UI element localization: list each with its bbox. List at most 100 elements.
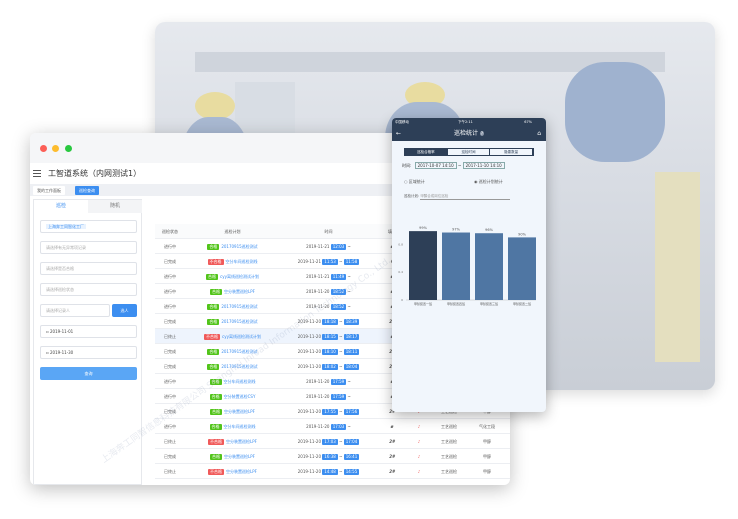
radio-plan[interactable]: ◉ 巡检计划统计 (474, 179, 503, 184)
table-row[interactable]: 进行中 合格 空分车间巡检测线 2019-11-20 17:03 ~ ø ♪ 工艺… (155, 419, 510, 434)
seg-hazards[interactable]: 隐患数量 (490, 149, 534, 155)
date-from-input[interactable]: ▫ 2019-11-01 (40, 325, 137, 338)
date-to-input[interactable]: ▫ 2019-11-30 (40, 346, 137, 359)
maximize-button[interactable] (65, 145, 72, 152)
type-cell: 工艺巡检 (441, 424, 457, 429)
plan-link[interactable]: 20170915巡检测试 (221, 244, 258, 249)
plan-cell[interactable]: 合格 空分装置巡检LPF (185, 404, 280, 419)
close-button[interactable] (40, 145, 47, 152)
plan-link[interactable]: 空分装置巡检CSY (223, 394, 256, 399)
status-select[interactable]: 请选择巡检状态 (40, 283, 137, 296)
status-cell: 进行中 (164, 394, 176, 399)
minimize-button[interactable] (52, 145, 59, 152)
plan-link[interactable]: 空分装置巡检LPF (224, 409, 255, 414)
plan-select[interactable]: 甲醇合成岗位巡检 (420, 194, 511, 200)
time-to-input[interactable]: 2017-11-10 14:10 (462, 162, 505, 169)
plan-link[interactable]: 空分装置巡检LPF (224, 289, 255, 294)
mobile-screen: 中国移动 下午2:11 67% ← 巡检统计 ? ⌂ 巡检合格率 巡检时间 隐患数量… (392, 118, 546, 412)
date: 2019-11-20 (297, 319, 321, 324)
plan-label: 巡检计划: (404, 194, 420, 198)
date: 2019-11-20 (306, 424, 330, 429)
status-cell: 已完成 (164, 319, 176, 324)
plan-cell[interactable]: 不合格 cyy离线巡检测试计划 (185, 329, 280, 344)
help-icon[interactable]: ? (479, 131, 485, 136)
edit-icon[interactable]: ♪ (417, 439, 421, 444)
qualified-select[interactable]: 请选择是否合格 (40, 262, 137, 275)
tab-random[interactable]: 随机 (88, 200, 142, 213)
menu-icon[interactable] (33, 170, 41, 177)
back-arrow-icon[interactable]: ← (396, 130, 402, 137)
status-cell: 已完成 (164, 349, 176, 354)
plan-cell[interactable]: 合格 20170915巡检测试 (185, 314, 280, 329)
plan-cell[interactable]: 合格 空分车间巡检测线 (185, 419, 280, 434)
plan-link[interactable]: cyy离线巡检测试计划 (222, 334, 261, 339)
edit-icon[interactable]: ♪ (417, 454, 421, 459)
table-row[interactable]: 已完成 合格 空分装置巡检LPF 2019-11-20 16:38 ~ 16:41… (155, 449, 510, 464)
time-from-input[interactable]: 2017-10-07 14:10 (414, 162, 457, 169)
table-row[interactable]: 已完成 合格 20170915巡检测试 2019-11-20 18:10 ~ 18… (155, 344, 510, 359)
plan-link[interactable]: 空分装置巡检LPF (224, 454, 255, 459)
start-time: 11:49 (330, 274, 347, 280)
plan-link[interactable]: 空分装置巡检LPF (226, 439, 257, 444)
fill-cell: # (377, 254, 407, 269)
select-person-button[interactable]: 选人 (112, 304, 137, 317)
start-time: 17:59 (330, 379, 347, 385)
tab-inspection[interactable]: 巡检 (34, 200, 88, 213)
date-from-value: 2019-11-01 (49, 329, 74, 334)
query-button[interactable]: 查询 (40, 367, 137, 380)
date: 2019-11-20 (306, 394, 330, 399)
plan-cell[interactable]: 合格 空分装置巡检LPF (185, 449, 280, 464)
bar (475, 233, 503, 300)
plan-cell[interactable]: 合格 20170915巡检测试 (185, 344, 280, 359)
plan-cell[interactable]: 合格 空分车间巡检测线 (185, 374, 280, 389)
category-label: 甲醇装置一班 (414, 301, 432, 306)
table-row[interactable]: 已终止 不合格 空分装置巡检LPF 2019-11-20 17:03 ~ 17:0… (155, 434, 510, 449)
plan-cell[interactable]: 合格 空分装置巡检LPF (185, 284, 280, 299)
seg-time[interactable]: 巡检时间 (448, 149, 491, 155)
start-time: 12:03 (330, 244, 347, 250)
plan-cell[interactable]: 合格 空分装置巡检CSY (185, 389, 280, 404)
end-time: 18:11 (343, 349, 360, 355)
factory-select[interactable]: 上海奔工同智化工厂 (40, 220, 137, 233)
edit-icon[interactable]: ♪ (417, 469, 421, 474)
seg-pass-rate[interactable]: 巡检合格率 (405, 149, 448, 155)
tab-inspection-query[interactable]: 巡检查询 (75, 186, 99, 195)
data-label: 96% (485, 228, 493, 232)
radio-area[interactable]: ○ 区域统计 (404, 179, 425, 184)
time-cell: 2019-11-20 17:59 ~ (306, 379, 351, 385)
bar (442, 232, 470, 300)
plan-cell[interactable]: 合格 cyy离线巡检测试计划 (185, 269, 280, 284)
plan-link[interactable]: 空分车间巡检测线 (225, 259, 258, 264)
recorder-input[interactable]: 请选择记录人 (40, 304, 110, 317)
plan-cell[interactable]: 不合格 空分装置巡检LPF (185, 434, 280, 449)
start-time: 18:15 (322, 334, 338, 340)
table-row[interactable]: 已完成 不合格 空分车间巡检测线 2019-11-21 11:53 ~ 11:58… (155, 254, 510, 269)
plan-link[interactable]: 空分车间巡检测线 (223, 424, 256, 429)
plan-link[interactable]: 空分车间巡检测线 (223, 379, 256, 384)
plan-link[interactable]: 20170915巡检测试 (221, 349, 258, 354)
plan-link[interactable]: 20170915巡检测试 (221, 364, 258, 369)
end-time: 17:04 (343, 439, 360, 445)
tab-workbench[interactable]: 我的工作面板 (33, 186, 65, 195)
plan-cell[interactable]: 合格 20170915巡检测试 (185, 359, 280, 374)
clock: 下午2:11 (458, 120, 473, 124)
table-row[interactable]: 已终止 不合格 空分装置巡检LPF 2019-11-20 14:48 ~ 14:5… (155, 464, 510, 479)
abnormal-select[interactable]: 请选择有无异常项记录 (40, 241, 137, 254)
end-time: 16:41 (343, 454, 360, 460)
plan-cell[interactable]: 合格 20170915巡检测试 (185, 239, 280, 254)
edit-icon[interactable]: ♪ (417, 424, 421, 429)
filter-panel: 巡检 随机 上海奔工同智化工厂 请选择有无异常项记录 请选择是否合格 请选择巡检… (33, 199, 142, 485)
plan-cell[interactable]: 不合格 空分装置巡检LPF (185, 464, 280, 479)
status-cell: 进行中 (164, 424, 176, 429)
table-row[interactable]: 已完成 合格 20170915巡检测试 2019-11-20 18:02 ~ 18… (155, 359, 510, 374)
home-icon[interactable]: ⌂ (537, 130, 541, 137)
plan-cell[interactable]: 合格 20170915巡检测试 (185, 299, 280, 314)
plan-link[interactable]: cyy离线巡检测试计划 (220, 274, 259, 279)
plan-link[interactable]: 20170915巡检测试 (221, 304, 258, 309)
plan-link[interactable]: 20170915巡检测试 (221, 319, 258, 324)
plan-link[interactable]: 空分装置巡检LPF (226, 469, 257, 474)
table-row[interactable]: 已完成 合格 20170915巡检测试 2019-11-20 18:18 ~ 18… (155, 314, 510, 329)
plan-cell[interactable]: 不合格 空分车间巡检测线 (185, 254, 280, 269)
